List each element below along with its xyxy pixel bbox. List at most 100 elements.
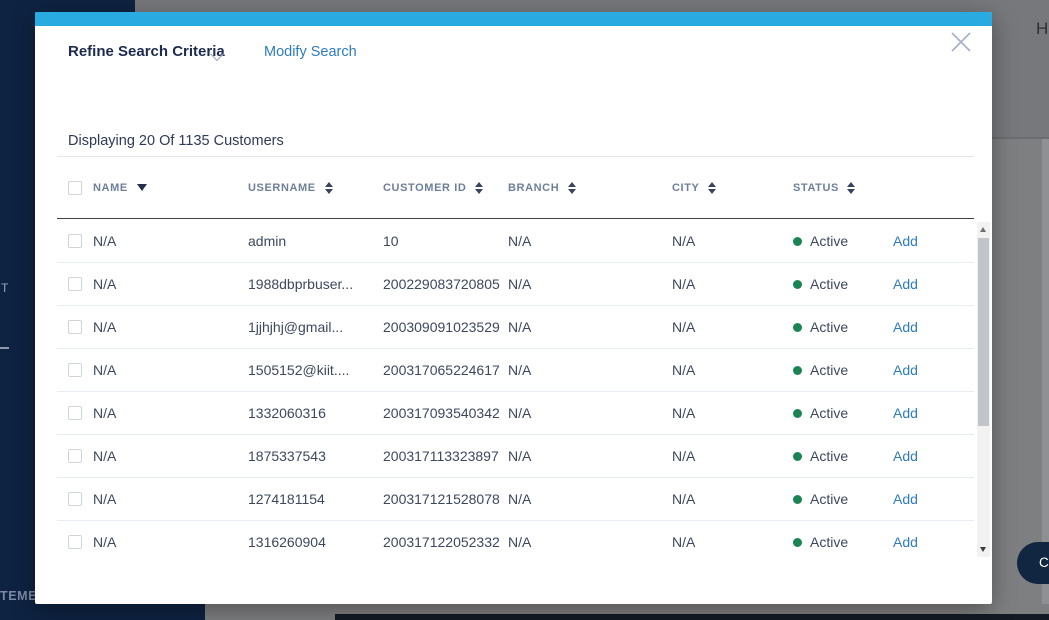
page-header-divider [992, 137, 1049, 139]
add-link[interactable]: Add [893, 534, 918, 550]
cell-branch: N/A [508, 233, 532, 249]
column-header-name[interactable]: NAME [93, 182, 248, 194]
row-checkbox-cell [57, 449, 93, 463]
cell-name: N/A [93, 233, 117, 249]
status-label: Active [810, 534, 849, 550]
row-checkbox[interactable] [68, 449, 82, 463]
sidebar-bottom-strip [0, 604, 205, 620]
table-row: N/A 1316260904 200317122052332 N/A N/A A… [57, 521, 974, 557]
cell-branch: N/A [508, 276, 532, 292]
cell-username: 1505152@kiit.... [248, 362, 350, 378]
page-footer-strip [335, 614, 1049, 620]
cell-username: 1332060316 [248, 405, 326, 421]
add-link[interactable]: Add [893, 405, 918, 421]
sidebar-item-fragment: T [1, 281, 9, 295]
table-row: N/A 1332060316 200317093540342 N/A N/A A… [57, 392, 974, 435]
column-label: CUSTOMER ID [383, 181, 467, 194]
column-header-customer-id[interactable]: CUSTOMER ID [383, 181, 508, 194]
row-checkbox-cell [57, 492, 93, 506]
status-dot-icon [793, 408, 802, 418]
scrollbar-thumb[interactable] [978, 238, 989, 426]
cell-city: N/A [672, 276, 696, 292]
row-checkbox-cell [57, 406, 93, 420]
add-link[interactable]: Add [893, 448, 918, 464]
cell-status: Active [793, 491, 893, 507]
column-header-status[interactable]: STATUS [793, 181, 893, 194]
row-checkbox[interactable] [68, 535, 82, 549]
add-link[interactable]: Add [893, 276, 918, 292]
page-scrollbar[interactable] [1042, 139, 1049, 604]
cell-customer-id: 200317093540342 [383, 405, 500, 421]
cell-username: 1316260904 [248, 534, 326, 550]
cell-city: N/A [672, 233, 696, 249]
cell-status: Active [793, 405, 893, 421]
column-header-city[interactable]: CITY [672, 181, 793, 194]
cell-add: Add [893, 405, 974, 421]
cell-name: N/A [93, 491, 117, 507]
cell-username: 1988dbprbuser... [248, 276, 354, 292]
sort-icon [475, 181, 484, 194]
cell-branch: N/A [508, 319, 532, 335]
cell-add: Add [893, 233, 974, 249]
sidebar-item-statements-fragment[interactable]: TEMEN [0, 589, 47, 603]
refine-search-modal: Refine Search Criteria Modify Search Dis… [35, 12, 992, 604]
status-dot-icon [793, 494, 802, 504]
row-checkbox[interactable] [68, 492, 82, 506]
chat-button[interactable]: C [1017, 542, 1049, 584]
column-header-branch[interactable]: BRANCH [508, 181, 672, 194]
sort-icon [708, 181, 717, 194]
cell-customer-id: 10 [383, 233, 399, 249]
header-checkbox-cell [57, 180, 93, 195]
row-checkbox-cell [57, 234, 93, 248]
cell-add: Add [893, 362, 974, 378]
select-all-checkbox[interactable] [68, 180, 82, 195]
add-link[interactable]: Add [893, 491, 918, 507]
status-dot-icon [793, 279, 802, 289]
cell-username: 1875337543 [248, 448, 326, 464]
status-dot-icon [793, 537, 802, 547]
cell-customer-id: 200317122052332 [383, 534, 500, 550]
column-label: STATUS [793, 181, 839, 194]
add-link[interactable]: Add [893, 319, 918, 335]
row-checkbox-cell [57, 363, 93, 377]
cell-customer-id: 200309091023529 [383, 319, 500, 335]
chevron-down-icon[interactable] [212, 49, 223, 60]
row-checkbox[interactable] [68, 406, 82, 420]
cell-name: N/A [93, 362, 117, 378]
sort-icon [568, 181, 577, 194]
results-summary: Displaying 20 Of 1135 Customers [68, 133, 284, 149]
modal-title: Refine Search Criteria [68, 43, 225, 60]
cell-customer-id: 200229083720805 [383, 276, 500, 292]
cell-branch: N/A [508, 491, 532, 507]
modify-search-link[interactable]: Modify Search [264, 44, 357, 60]
table-row: N/A 1505152@kiit.... 200317065224617 N/A… [57, 349, 974, 392]
close-icon[interactable] [948, 29, 974, 55]
cell-city: N/A [672, 491, 696, 507]
cell-status: Active [793, 319, 893, 335]
status-label: Active [810, 319, 849, 335]
cell-city: N/A [672, 319, 696, 335]
scroll-up-icon[interactable] [980, 227, 986, 232]
cell-branch: N/A [508, 362, 532, 378]
scroll-down-icon[interactable] [980, 547, 986, 552]
table-scrollbar[interactable] [977, 222, 990, 557]
status-label: Active [810, 405, 849, 421]
cell-name: N/A [93, 534, 117, 550]
row-checkbox-cell [57, 277, 93, 291]
cell-name: N/A [93, 405, 117, 421]
row-checkbox[interactable] [68, 363, 82, 377]
row-checkbox[interactable] [68, 277, 82, 291]
cell-username: admin [248, 233, 287, 249]
cell-city: N/A [672, 448, 696, 464]
column-header-username[interactable]: USERNAME [248, 181, 383, 194]
status-label: Active [810, 362, 849, 378]
cell-customer-id: 200317121528078 [383, 491, 500, 507]
cell-add: Add [893, 534, 974, 550]
add-link[interactable]: Add [893, 362, 918, 378]
row-checkbox[interactable] [68, 234, 82, 248]
cell-status: Active [793, 276, 893, 292]
table-header: NAME USERNAME CUSTOMER ID BRANCH CITY ST… [57, 157, 974, 219]
row-checkbox[interactable] [68, 320, 82, 334]
add-link[interactable]: Add [893, 233, 918, 249]
